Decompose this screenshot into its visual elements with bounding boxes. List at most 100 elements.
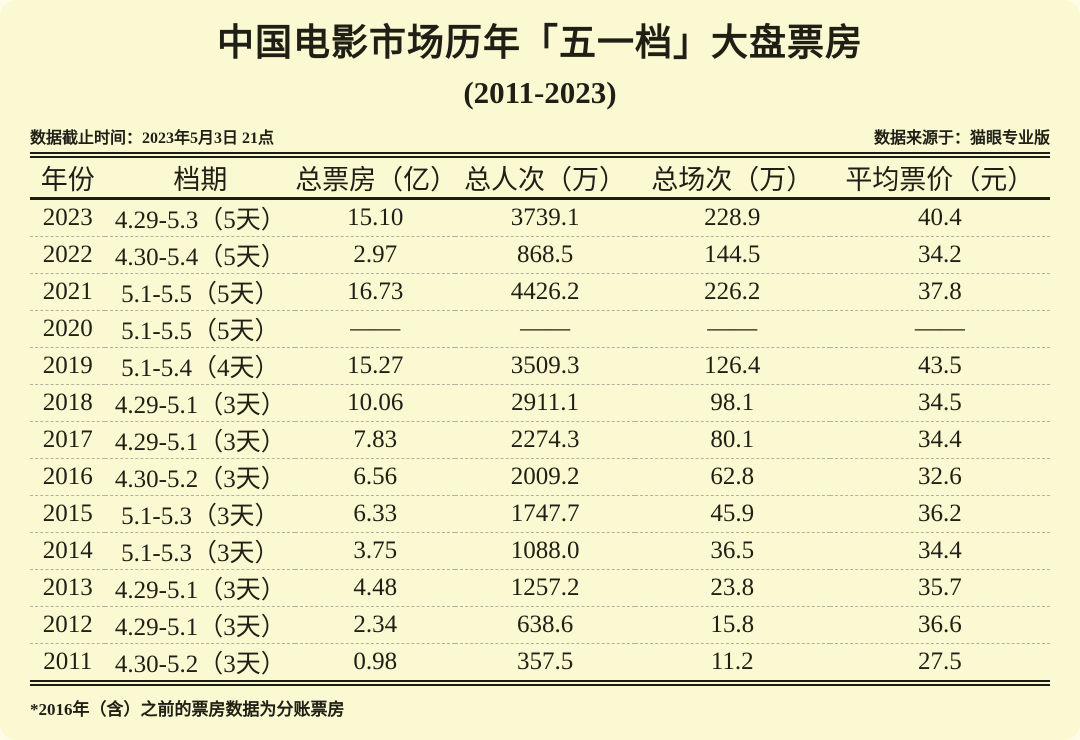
table-row: 2011 4.30-5.2（3天） 0.98 357.5 11.2 27.5	[30, 644, 1050, 684]
meta-row: 数据截止时间：2023年5月3日 21点 数据来源于：猫眼专业版	[30, 129, 1050, 159]
screenings-cell: ——	[634, 310, 830, 349]
admissions-cell: 638.6	[455, 606, 635, 645]
year-cell: 2019	[30, 347, 106, 386]
screenings-cell: 45.9	[634, 495, 830, 534]
data-cutoff-label: 数据截止时间：2023年5月3日 21点	[30, 130, 275, 148]
admissions-cell: 868.5	[455, 236, 635, 275]
gross-cell: 2.34	[295, 606, 456, 645]
admissions-cell: 2009.2	[455, 458, 635, 497]
gross-cell: 15.10	[295, 198, 456, 238]
header-screenings: 总场次（万）	[634, 158, 830, 201]
footnote: *2016年（含）之前的票房数据为分账票房	[30, 700, 345, 720]
table-body: 2023 4.29-5.3（5天） 15.10 3739.1 228.9 40.4 2022…	[30, 198, 1050, 684]
period-cell: 4.29-5.3（5天）	[105, 198, 296, 238]
year-cell: 2017	[30, 421, 106, 460]
gross-cell: 0.98	[353, 648, 398, 676]
screenings-cell: 80.1	[634, 421, 830, 460]
table-row: 2013 4.29-5.1（3天） 4.48 1257.2 23.8 35.7	[30, 569, 1050, 608]
table-row: 2022 4.30-5.4（5天） 2.97 868.5 144.5 34.2	[30, 236, 1050, 275]
avg-price-cell: 43.5	[829, 347, 1050, 386]
table-header-row: 年份 档期 总票房（亿） 总人次（万） 总场次（万） 平均票价（元）	[30, 158, 1050, 201]
admissions-cell: 2274.3	[455, 421, 635, 460]
avg-price-cell: ——	[829, 310, 1050, 349]
avg-price-cell: 34.4	[829, 532, 1050, 571]
year-cell: 2012	[30, 606, 106, 645]
avg-price-cell: 32.6	[829, 458, 1050, 497]
year-cell: 2018	[30, 384, 106, 423]
avg-price-cell: 36.6	[829, 606, 1050, 645]
table-row: 2012 4.29-5.1（3天） 2.34 638.6 15.8 36.6	[30, 606, 1050, 645]
period-cell: 4.30-5.4（5天）	[105, 236, 296, 275]
period-cell: 4.29-5.1（3天）	[105, 569, 296, 608]
avg-price-cell: 40.4	[829, 198, 1050, 238]
avg-price-cell: 36.2	[829, 495, 1050, 534]
gross-cell: 3.75	[295, 532, 456, 571]
admissions-cell: 3509.3	[455, 347, 635, 386]
admissions-cell: 2911.1	[455, 384, 635, 423]
gross-cell: 15.27	[295, 347, 456, 386]
header-admissions: 总人次（万）	[455, 158, 635, 201]
table-row: 2023 4.29-5.3（5天） 15.10 3739.1 228.9 40.4	[30, 198, 1050, 238]
table-row: 2014 5.1-5.3（3天） 3.75 1088.0 36.5 34.4	[30, 532, 1050, 571]
year-cell: 2021	[30, 273, 106, 312]
year-cell: 2020	[30, 310, 106, 349]
avg-price-cell: 34.5	[829, 384, 1050, 423]
table-row: 2016 4.30-5.2（3天） 6.56 2009.2 62.8 32.6	[30, 458, 1050, 497]
year-cell: 2015	[30, 495, 106, 534]
page-subtitle: (2011-2023)	[463, 75, 617, 111]
admissions-cell: 357.5	[516, 648, 574, 676]
period-cell: 4.29-5.1（3天）	[105, 606, 296, 645]
screenings-cell: 126.4	[634, 347, 830, 386]
period-cell: 5.1-5.5（5天）	[105, 310, 296, 349]
gross-cell: 7.83	[295, 421, 456, 460]
table-row: 2017 4.29-5.1（3天） 7.83 2274.3 80.1 34.4	[30, 421, 1050, 460]
gross-cell: 16.73	[295, 273, 456, 312]
header-avg-price: 平均票价（元）	[829, 158, 1050, 201]
admissions-cell: 1747.7	[455, 495, 635, 534]
admissions-cell: ——	[455, 310, 635, 349]
period-cell: 4.30-5.2（3天）	[114, 651, 286, 679]
period-cell: 4.30-5.2（3天）	[105, 458, 296, 497]
year-cell: 2022	[30, 236, 106, 275]
screenings-cell: 11.2	[710, 648, 754, 676]
year-cell: 2011	[43, 648, 93, 676]
page-title: 中国电影市场历年「五一档」大盘票房	[217, 23, 863, 64]
gross-cell: 4.48	[295, 569, 456, 608]
table-row: 2018 4.29-5.1（3天） 10.06 2911.1 98.1 34.5	[30, 384, 1050, 423]
screenings-cell: 15.8	[634, 606, 830, 645]
gross-cell: 6.33	[295, 495, 456, 534]
screenings-cell: 228.9	[634, 198, 830, 238]
year-cell: 2014	[30, 532, 106, 571]
gross-cell: ——	[295, 310, 456, 349]
table-row: 2015 5.1-5.3（3天） 6.33 1747.7 45.9 36.2	[30, 495, 1050, 534]
screenings-cell: 144.5	[634, 236, 830, 275]
year-cell: 2023	[30, 198, 106, 238]
data-source-label: 数据来源于：猫眼专业版	[873, 130, 1050, 148]
period-cell: 5.1-5.3（3天）	[105, 495, 296, 534]
gross-cell: 6.56	[295, 458, 456, 497]
year-cell: 2016	[30, 458, 106, 497]
boxoffice-table: 年份 档期 总票房（亿） 总人次（万） 总场次（万） 平均票价（元） 2023 4…	[30, 158, 1050, 687]
table-row: 2020 5.1-5.5（5天） —— —— —— ——	[30, 310, 1050, 349]
period-cell: 4.29-5.1（3天）	[105, 384, 296, 423]
avg-price-cell: 27.5	[917, 648, 962, 676]
header-gross: 总票房（亿）	[295, 158, 457, 201]
admissions-cell: 3739.1	[455, 198, 635, 238]
screenings-cell: 23.8	[634, 569, 830, 608]
screenings-cell: 36.5	[634, 532, 830, 571]
screenings-cell: 98.1	[634, 384, 830, 423]
avg-price-cell: 35.7	[829, 569, 1050, 608]
year-cell: 2013	[30, 569, 106, 608]
period-cell: 5.1-5.3（3天）	[105, 532, 296, 571]
gross-cell: 10.06	[295, 384, 456, 423]
admissions-cell: 4426.2	[455, 273, 635, 312]
screenings-cell: 62.8	[634, 458, 830, 497]
gross-cell: 2.97	[295, 236, 456, 275]
period-cell: 5.1-5.5（5天）	[105, 273, 296, 312]
avg-price-cell: 34.2	[829, 236, 1050, 275]
avg-price-cell: 37.8	[829, 273, 1050, 312]
period-cell: 5.1-5.4（4天）	[105, 347, 296, 386]
admissions-cell: 1257.2	[455, 569, 635, 608]
header-year: 年份	[30, 158, 106, 201]
table-row: 2021 5.1-5.5（5天） 16.73 4426.2 226.2 37.8	[30, 273, 1050, 312]
